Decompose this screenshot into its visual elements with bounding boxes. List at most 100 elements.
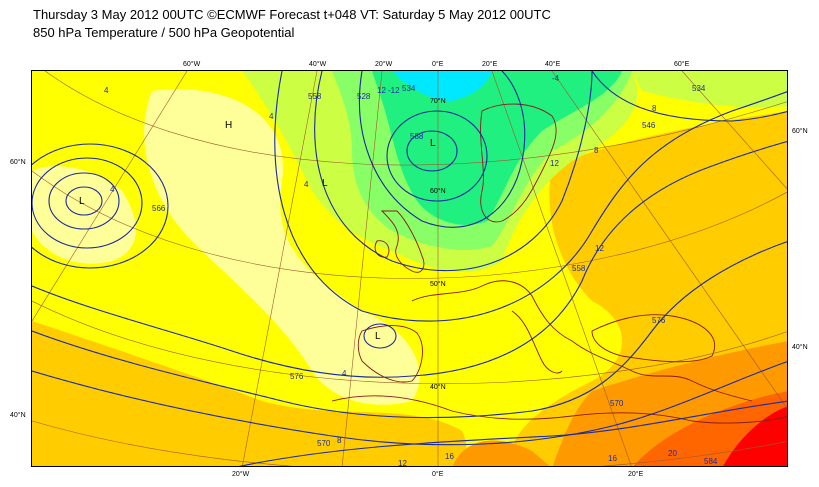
temperature-field	[32, 71, 787, 466]
low-center-atlantic: L	[322, 178, 328, 189]
lon-label-20e: 20°E	[482, 61, 498, 68]
inner-lat-label-70n: 70°N	[430, 97, 446, 105]
geopot-contour-low-west-3	[32, 157, 143, 249]
weather-map-svg: L L L L H 558 588 566 534 546 570 576 57…	[32, 71, 787, 467]
geopotential-labels: 558 588 566 534 546 570 576 570 584 576 …	[152, 84, 718, 466]
lon-label-40e: 40°E	[545, 61, 561, 68]
chart-title: Thursday 3 May 2012 00UTC ©ECMWF Forecas…	[33, 7, 551, 22]
geopot-label-534: 534	[692, 84, 706, 93]
lon-line-40w	[242, 71, 318, 466]
lat-label-right-40n: 40°N	[792, 344, 808, 351]
low-center-west: L	[79, 196, 85, 207]
pressure-center-labels: L L L L H	[79, 120, 436, 342]
temp-label-8-c: 8	[652, 104, 657, 113]
geopot-contour-trough-north	[359, 71, 526, 228]
coast-black-sea	[591, 314, 715, 363]
lon-label-60w: 60°W	[183, 61, 201, 68]
coast-ireland	[374, 240, 390, 258]
lon-line-60w	[32, 71, 188, 322]
geopot-contour-low-west-1	[65, 186, 103, 216]
geopot-contour-trough-north-2	[314, 71, 593, 272]
temp-label-16-b: 16	[608, 454, 617, 463]
temp-label-8-a: 8	[337, 436, 342, 445]
geopot-label-558: 558	[308, 92, 322, 101]
geopotential-contours	[32, 71, 787, 466]
geopot-contour-570	[32, 140, 787, 378]
temp-label-minus12: -12	[388, 86, 400, 95]
graticule	[32, 71, 787, 466]
geopot-label-566: 566	[152, 204, 166, 213]
temp-label-12-c: 12	[550, 159, 559, 168]
geopot-contour-low-west-2	[48, 172, 120, 230]
chart-subtitle: 850 hPa Temperature / 500 hPa Geopotenti…	[33, 25, 295, 40]
temp-band-lightgreen-northeast	[632, 71, 787, 108]
lon-line-40e	[551, 71, 787, 409]
lat-label-right-60n: 60°N	[792, 128, 808, 135]
coast-british-isles	[380, 210, 425, 273]
geopot-label-584: 584	[704, 457, 718, 466]
low-center-north: L	[430, 138, 436, 149]
lat-line-40n	[32, 420, 787, 466]
coast-italy	[511, 310, 563, 374]
geopot-contour-534	[591, 71, 787, 122]
coast-iberia	[357, 325, 423, 383]
coast-continental-europe	[411, 280, 753, 402]
lon-label-0e: 0°E	[432, 61, 444, 68]
low-center-cutoff: L	[375, 331, 381, 342]
temp-label-12-b: 12	[398, 459, 407, 467]
geopot-contour-cutoff-low	[363, 323, 397, 349]
temp-band-paleyellow-central	[144, 89, 420, 405]
temp-band-cyan-north	[392, 71, 492, 101]
temp-band-green-north	[372, 71, 622, 225]
lat-line-60n	[32, 170, 787, 279]
lat-line-70n	[44, 71, 787, 166]
geopot-label-576: 576	[290, 372, 304, 381]
coast-north-africa	[331, 395, 787, 424]
temp-band-orange2-south	[452, 440, 550, 466]
temp-label-4-e: 4	[342, 369, 347, 378]
geopot-label-528: 528	[357, 92, 371, 101]
temp-band-red-southeast	[723, 406, 787, 466]
temp-label-16-a: 16	[445, 452, 454, 461]
lon-label-60e: 60°E	[674, 61, 690, 68]
temp-label-4-c: 4	[304, 180, 309, 189]
temp-label-4-a: 4	[104, 86, 109, 95]
geopot-label-534-n: 534	[402, 84, 416, 93]
temp-label-20: 20	[668, 449, 677, 458]
lon-label-bottom-20w: 20°W	[232, 471, 250, 478]
geopot-contour-558	[274, 71, 787, 322]
geopot-label-576-e: 576	[652, 316, 666, 325]
lon-label-40w: 40°W	[309, 61, 327, 68]
geopot-contour-584	[32, 361, 787, 446]
lat-label-left-60n: 60°N	[10, 159, 26, 166]
geopot-contour-588	[238, 400, 787, 466]
temp-label-minus4: -4	[552, 74, 560, 83]
geopot-contour-low-west-4	[32, 143, 169, 269]
geopot-contour-low-north-1	[406, 130, 458, 172]
geopot-contour-576	[32, 241, 787, 419]
geopot-label-588: 588	[410, 132, 424, 141]
temp-label-4-b: 4	[269, 112, 274, 121]
temp-label-12-d: 12	[377, 86, 386, 95]
inner-lat-label-40n: 40°N	[430, 383, 446, 391]
temperature-labels: 4 4 4 4 8 4 8 12 12 12 16 16 20 12 8 -4 …	[104, 74, 677, 467]
geopot-label-558-e: 558	[572, 264, 586, 273]
geopot-label-570-sw: 570	[317, 439, 331, 448]
temp-label-8-b: 8	[594, 146, 599, 155]
high-center-atlantic: H	[225, 120, 232, 131]
lon-label-bottom-20e: 20°E	[628, 471, 644, 478]
coast-scandinavia	[480, 103, 557, 223]
lon-label-20w: 20°W	[375, 61, 393, 68]
lon-line-60e	[681, 71, 787, 190]
lat-label-left-40n: 40°N	[10, 412, 26, 419]
inner-lat-label-60n: 60°N	[430, 187, 446, 195]
inner-lat-label-50n: 50°N	[430, 280, 446, 288]
coastlines	[331, 103, 787, 424]
geopot-label-546: 546	[642, 121, 656, 130]
geopot-contour-low-north-2	[386, 110, 488, 202]
temp-label-4-d: 4	[110, 185, 115, 194]
lon-label-bottom-0e: 0°E	[432, 471, 444, 478]
temp-band-orange-southwest	[32, 321, 467, 466]
geopot-label-570-s: 570	[610, 399, 624, 408]
lon-line-20w	[341, 71, 383, 466]
